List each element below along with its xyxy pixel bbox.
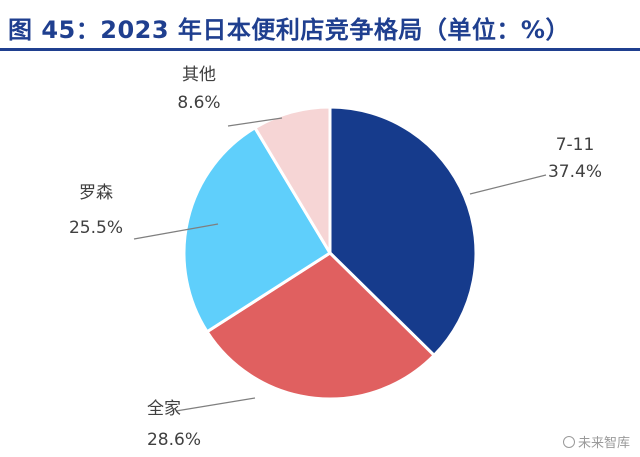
leader-line-2 bbox=[175, 397, 256, 412]
slice-name-label: 7-11 bbox=[556, 135, 595, 155]
watermark-logo-icon bbox=[562, 436, 575, 448]
slice-value-label: 28.6% bbox=[147, 430, 201, 450]
slice-name-label: 其他 bbox=[182, 65, 216, 85]
watermark-text: 未来智库 bbox=[577, 436, 630, 451]
pie-slice-4 bbox=[253, 105, 332, 255]
pie-slice-1 bbox=[328, 105, 478, 357]
leader-line-3 bbox=[133, 223, 219, 240]
chart-title: 图 45：2023 年日本便利店竞争格局（单位：%） bbox=[8, 16, 570, 44]
leader-line-1 bbox=[469, 174, 547, 195]
pie-slice-3 bbox=[182, 126, 332, 334]
title-underline bbox=[0, 48, 640, 51]
slice-value-label: 8.6% bbox=[177, 93, 220, 113]
watermark: 未来智库 bbox=[562, 432, 630, 451]
slice-name-label: 全家 bbox=[147, 399, 181, 419]
slice-value-label: 25.5% bbox=[69, 218, 123, 238]
leader-line-4 bbox=[227, 117, 283, 127]
pie-slice-2 bbox=[205, 251, 436, 401]
slice-name-label: 罗森 bbox=[79, 183, 113, 203]
slice-value-label: 37.4% bbox=[548, 162, 602, 182]
